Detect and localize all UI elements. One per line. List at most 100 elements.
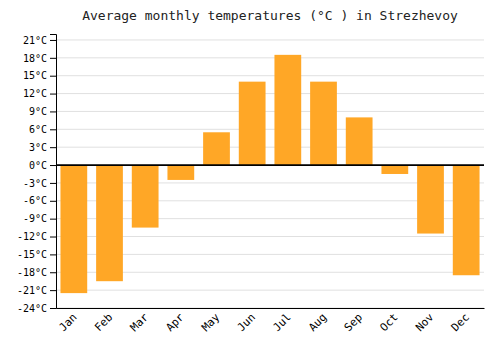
tick: -18°C <box>17 267 56 278</box>
tick-mark <box>50 76 56 77</box>
tick: -21°C <box>17 285 56 296</box>
tick-label: 6°C <box>29 124 47 135</box>
tick-mark <box>50 111 56 112</box>
tick: -3°C <box>23 178 56 189</box>
tick-label: Jan <box>56 311 79 334</box>
bar <box>453 165 480 275</box>
tick-label: -15°C <box>17 249 47 260</box>
tick-label: 3°C <box>29 142 47 153</box>
zero-line <box>56 164 484 166</box>
bar <box>239 82 266 165</box>
bar <box>274 55 301 165</box>
tick-label: 18°C <box>23 53 47 64</box>
grid-line <box>56 39 484 40</box>
bar <box>417 165 444 234</box>
tick: 15°C <box>23 70 56 81</box>
y-axis: -24°C -21°C -18°C -15°C -12°C -9°C -6°C -3°C 0°C… <box>17 35 57 314</box>
tick-label: Sep <box>342 311 365 334</box>
tick-mark <box>50 183 56 184</box>
bar <box>167 165 194 180</box>
tick-label: -6°C <box>23 195 47 206</box>
tick-label: 0°C <box>29 160 47 171</box>
tick-label: Oct <box>377 311 400 334</box>
x-axis: Jan Feb Mar Apr May Jun Jul Aug Sep Oct Nov Dec <box>56 309 484 335</box>
tick: 6°C <box>29 124 56 135</box>
tick: 3°C <box>29 142 56 153</box>
tick-label: 9°C <box>29 106 47 117</box>
grid-line <box>56 129 484 130</box>
grid-line <box>56 147 484 148</box>
tick-mark <box>50 147 56 148</box>
tick-label: -9°C <box>23 213 47 224</box>
tick-mark <box>50 58 56 59</box>
bar <box>96 165 123 281</box>
bars <box>60 55 479 293</box>
tick: -12°C <box>17 231 56 242</box>
tick: May <box>199 311 223 335</box>
bar <box>60 165 87 293</box>
tick: Jun <box>235 311 258 334</box>
tick: -15°C <box>17 249 56 260</box>
tick: 21°C <box>23 35 56 46</box>
tick-mark <box>50 40 56 41</box>
tick: Jul <box>270 311 293 334</box>
grid-line <box>56 111 484 112</box>
tick: 18°C <box>23 53 56 64</box>
grid-line <box>56 308 484 309</box>
tick: Feb <box>92 311 115 334</box>
tick-label: -24°C <box>17 303 47 314</box>
tick: 0°C <box>29 160 56 171</box>
tick: Oct <box>377 311 400 334</box>
tick: -24°C <box>17 303 56 314</box>
tick-mark <box>50 254 56 255</box>
axis-line <box>50 35 57 309</box>
grid-line <box>56 165 484 166</box>
tick-label: -21°C <box>17 285 47 296</box>
grid-line <box>56 93 484 94</box>
tick-label: 15°C <box>23 70 47 81</box>
tick-mark <box>50 201 56 202</box>
tick: -9°C <box>23 213 56 224</box>
grid <box>56 40 484 308</box>
tick: -6°C <box>23 195 56 206</box>
tick: Sep <box>342 311 365 334</box>
tick-mark <box>50 219 56 220</box>
tick-label: Jul <box>270 311 293 334</box>
tick: Aug <box>306 311 329 334</box>
tick-mark <box>50 129 56 130</box>
tick-mark <box>50 94 56 95</box>
tick-mark <box>50 165 56 166</box>
tick-label: Dec <box>449 311 472 334</box>
tick-label: 12°C <box>23 88 47 99</box>
chart: -24°C -21°C -18°C -15°C -12°C -9°C -6°C -3°C 0°C… <box>0 0 500 350</box>
tick-label: -3°C <box>23 178 47 189</box>
tick: Nov <box>413 311 437 335</box>
tick-label: Apr <box>163 311 187 335</box>
tick-label: Jun <box>235 311 258 334</box>
tick-label: Feb <box>92 311 115 334</box>
tick: Jan <box>56 311 79 334</box>
bar <box>381 165 408 174</box>
axis-line <box>57 308 485 309</box>
tick-label: 21°C <box>23 35 47 46</box>
tick: 9°C <box>29 106 56 117</box>
bar <box>203 132 230 165</box>
grid-line <box>56 57 484 58</box>
tick: Dec <box>449 311 472 334</box>
tick: Apr <box>163 311 187 335</box>
tick-label: Mar <box>128 311 152 335</box>
bar <box>346 117 373 165</box>
tick-mark <box>50 272 56 273</box>
tick: 12°C <box>23 88 56 99</box>
tick-label: -12°C <box>17 231 47 242</box>
grid-line <box>56 290 484 291</box>
tick-mark <box>50 290 56 291</box>
title: Average monthly temperatures (°C ) in St… <box>82 8 458 23</box>
tick-label: -18°C <box>17 267 47 278</box>
tick-mark <box>50 308 56 309</box>
tick-label: Aug <box>306 311 329 334</box>
tick-mark <box>50 237 56 238</box>
tick-label: Nov <box>413 311 437 335</box>
tick-label: May <box>199 311 223 335</box>
bar <box>132 165 159 228</box>
